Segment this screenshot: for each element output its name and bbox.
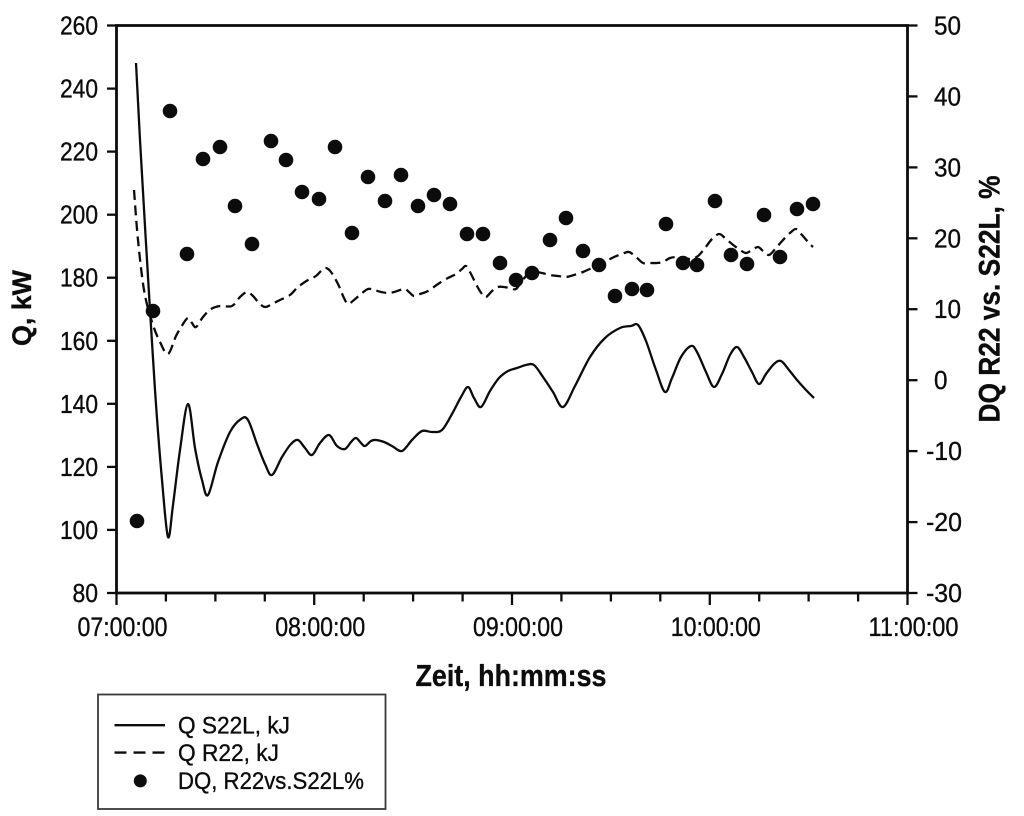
svg-text:Zeit, hh:mm:ss: Zeit, hh:mm:ss: [416, 658, 607, 693]
svg-text:Q R22, kJ: Q R22, kJ: [178, 740, 279, 767]
svg-text:220: 220: [60, 137, 98, 167]
svg-text:DQ, R22vs.S22L%: DQ, R22vs.S22L%: [178, 768, 364, 795]
svg-text:160: 160: [60, 326, 98, 356]
svg-text:40: 40: [934, 81, 961, 111]
svg-text:10: 10: [934, 294, 961, 324]
svg-text:-20: -20: [926, 507, 962, 537]
svg-text:09:00:00: 09:00:00: [473, 612, 563, 642]
svg-text:100: 100: [60, 515, 98, 545]
svg-text:30: 30: [934, 152, 961, 182]
svg-text:140: 140: [60, 389, 98, 419]
svg-text:Q, kW: Q, kW: [7, 269, 37, 346]
svg-text:11:00:00: 11:00:00: [869, 612, 959, 642]
svg-text:120: 120: [60, 452, 98, 482]
svg-text:0: 0: [934, 365, 948, 395]
svg-text:240: 240: [60, 74, 98, 104]
svg-text:-10: -10: [926, 436, 962, 466]
svg-text:80: 80: [73, 578, 99, 608]
svg-text:200: 200: [60, 200, 98, 230]
svg-text:08:00:00: 08:00:00: [275, 612, 365, 642]
svg-text:20: 20: [934, 223, 961, 253]
svg-text:DQ R22 vs. S22L, %: DQ R22 vs. S22L, %: [974, 176, 1007, 423]
svg-text:-30: -30: [926, 578, 962, 608]
svg-text:07:00:00: 07:00:00: [78, 612, 168, 642]
svg-text:50: 50: [934, 11, 961, 41]
svg-text:180: 180: [60, 263, 98, 293]
svg-text:10:00:00: 10:00:00: [671, 612, 761, 642]
svg-text:260: 260: [60, 11, 98, 41]
svg-text:Q S22L, kJ: Q S22L, kJ: [178, 713, 290, 740]
